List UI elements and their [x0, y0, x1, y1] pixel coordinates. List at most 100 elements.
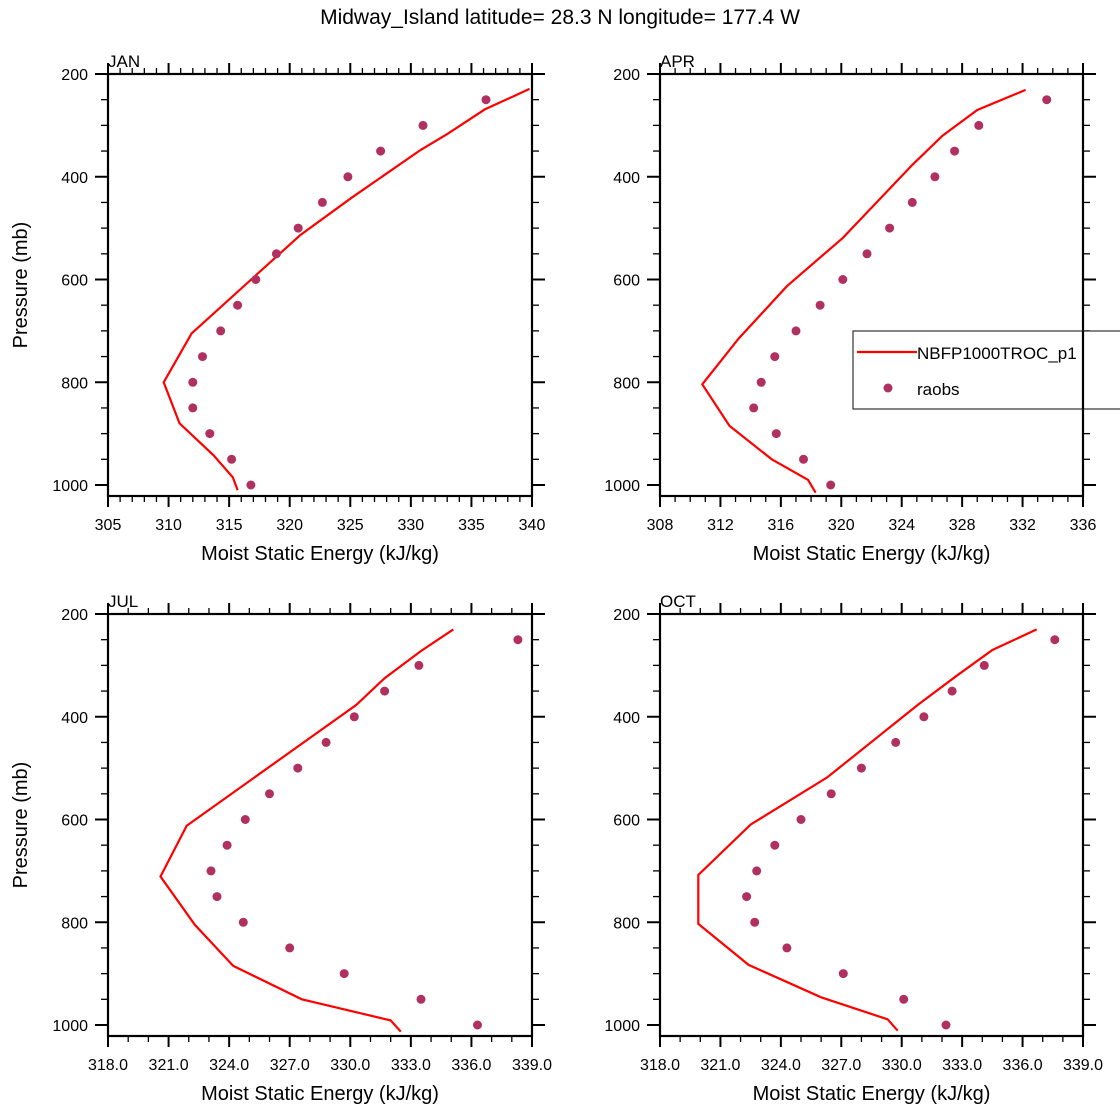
- x-axis-title: Moist Static Energy (kJ/kg): [753, 1083, 991, 1105]
- x-tick-label: 330.0: [330, 1057, 370, 1074]
- raobs-point: [838, 969, 848, 979]
- raobs-point: [974, 120, 984, 130]
- y-tick-label: 1000: [604, 1018, 640, 1035]
- raobs-point: [212, 892, 222, 902]
- raobs-point: [1050, 635, 1060, 645]
- x-tick-label: 310: [155, 517, 182, 534]
- legend-marker-swatch: [883, 383, 893, 393]
- y-tick-label: 400: [61, 170, 88, 187]
- raobs-point: [796, 815, 806, 824]
- plot-frame: [658, 612, 1085, 1038]
- panel-jan: JAN 305 310 315 320 325 330 335 340 200 400 600 800 1…: [10, 52, 545, 565]
- raobs-point: [941, 1020, 951, 1030]
- x-tick-label: 324: [888, 517, 915, 534]
- plot-area: [700, 88, 1052, 494]
- x-tick-label: 324.0: [761, 1057, 801, 1074]
- raobs-point: [227, 454, 237, 464]
- x-tick-label: 339.0: [1063, 1057, 1103, 1074]
- y-tick-label: 600: [61, 273, 88, 290]
- raobs-point: [752, 866, 762, 876]
- raobs-point: [265, 789, 274, 799]
- raobs-point: [815, 300, 825, 310]
- model-series-line: [159, 628, 454, 1033]
- raobs-point: [317, 197, 327, 207]
- raobs-point: [856, 763, 866, 773]
- x-tick-label: 333.0: [942, 1057, 982, 1074]
- x-tick-label: 336.0: [1003, 1057, 1043, 1074]
- panel-jul: JUL 318.0 321.0 324.0 327.0 330.0 333.0 336.0 33…: [10, 592, 552, 1105]
- model-series-line: [697, 628, 1038, 1032]
- raobs-point: [293, 223, 303, 233]
- y-tick-label: 800: [613, 915, 640, 932]
- plot-area: [159, 628, 523, 1033]
- x-tick-label: 328: [949, 517, 976, 534]
- x-axis-title: Moist Static Energy (kJ/kg): [201, 543, 439, 565]
- raobs-point: [826, 789, 836, 799]
- raobs-point: [826, 480, 836, 490]
- raobs-point: [293, 763, 303, 773]
- x-tick-label: 330: [398, 517, 425, 534]
- raobs-point: [770, 840, 780, 850]
- y-tick-label: 800: [61, 915, 88, 932]
- raobs-point: [947, 686, 957, 696]
- raobs-point: [481, 95, 491, 105]
- x-tick-label: 332: [1009, 517, 1036, 534]
- x-tick-label: 318.0: [88, 1057, 128, 1074]
- raobs-point: [285, 943, 295, 953]
- raobs-point: [343, 172, 353, 182]
- raobs-point: [907, 197, 917, 207]
- x-tick-label: 325: [337, 517, 364, 534]
- x-tick-label: 327.0: [270, 1057, 310, 1074]
- x-tick-label: 320: [828, 517, 855, 534]
- raobs-point: [339, 969, 349, 979]
- plot-area: [162, 87, 531, 491]
- plot-frame: [106, 72, 534, 498]
- panel-apr: APR 308 312 316 320 324 328 332 336 200 400 600 800 1…: [604, 52, 1096, 565]
- raobs-point: [899, 994, 909, 1004]
- raobs-point: [473, 1020, 482, 1030]
- raobs-point: [414, 660, 424, 670]
- panel-title: JUL: [108, 592, 138, 611]
- raobs-point: [979, 660, 989, 670]
- x-tick-label: 321.0: [149, 1057, 189, 1074]
- raobs-point: [891, 737, 901, 747]
- y-tick-label: 400: [613, 170, 640, 187]
- y-tick-label: 400: [61, 710, 88, 727]
- x-tick-label: 305: [95, 517, 122, 534]
- raobs-point: [838, 275, 848, 284]
- x-tick-label: 327.0: [821, 1057, 861, 1074]
- y-tick-label: 200: [613, 67, 640, 84]
- x-tick-label: 315: [216, 517, 243, 534]
- raobs-point: [1042, 95, 1052, 105]
- raobs-point: [188, 403, 198, 413]
- raobs-point: [750, 917, 760, 927]
- figure-title: Midway_Island latitude= 28.3 N longitude…: [320, 6, 800, 29]
- x-tick-label: 330.0: [882, 1057, 922, 1074]
- y-tick-label: 200: [61, 607, 88, 624]
- y-tick-label: 800: [61, 375, 88, 392]
- x-tick-label: 336: [1070, 517, 1097, 534]
- x-tick-label: 312: [707, 517, 734, 534]
- panel-title: JAN: [108, 52, 140, 71]
- raobs-point: [188, 377, 198, 387]
- y-tick-label: 800: [613, 375, 640, 392]
- raobs-point: [418, 120, 428, 130]
- plot-area: [697, 628, 1060, 1032]
- panel-title: OCT: [660, 592, 696, 611]
- raobs-point: [791, 326, 801, 336]
- y-axis-title: Pressure (mb): [10, 222, 32, 349]
- x-axis-title: Moist Static Energy (kJ/kg): [201, 1083, 439, 1105]
- x-tick-label: 340: [519, 517, 546, 534]
- raobs-point: [240, 815, 250, 824]
- raobs-point: [771, 429, 781, 439]
- panel-title: APR: [660, 52, 695, 71]
- raobs-point: [885, 223, 895, 233]
- raobs-point: [233, 300, 243, 310]
- y-tick-label: 1000: [604, 478, 640, 495]
- raobs-point: [749, 403, 759, 413]
- panels: JAN 305 310 315 320 325 330 335 340 200 400 600 800 1…: [10, 52, 1103, 1105]
- raobs-point: [919, 712, 929, 722]
- x-tick-label: 321.0: [700, 1057, 740, 1074]
